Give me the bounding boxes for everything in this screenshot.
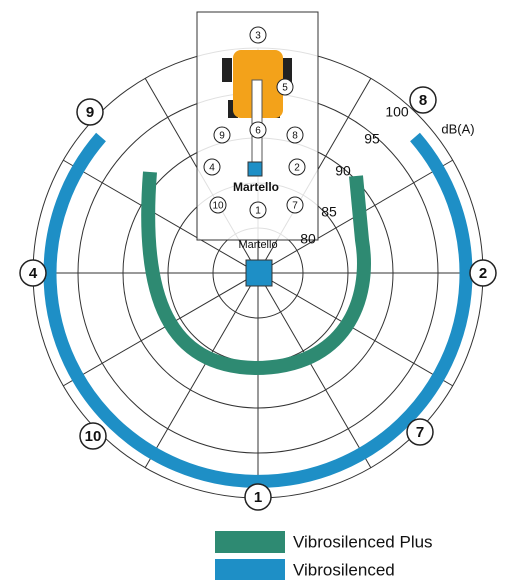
position-label: 1 [254, 489, 262, 506]
legend-swatch [215, 531, 285, 553]
inset-position-label: 3 [255, 31, 261, 42]
inset-position-label: 9 [219, 131, 225, 142]
position-label: 4 [29, 265, 38, 282]
ring-label: 95 [364, 131, 380, 147]
inset-position-label: 1 [255, 206, 261, 217]
inset-position-marker [213, 126, 231, 144]
inset-position-marker [209, 196, 227, 214]
ring-label: 80 [300, 231, 316, 247]
ring-label: 85 [321, 204, 337, 220]
position-marker [406, 418, 434, 446]
position-label: 7 [416, 424, 424, 441]
legend-label: Vibrosilenced [293, 560, 395, 579]
inset-position-label: 10 [212, 201, 224, 212]
position-marker [76, 98, 104, 126]
position-label: 10 [85, 428, 102, 445]
unit-label: dB(A) [441, 121, 474, 136]
position-marker [79, 422, 107, 450]
inset-position-marker [286, 126, 304, 144]
inset-position-label: 6 [255, 126, 261, 137]
vibrosilenced-plus-curve [141, 171, 371, 376]
center-hammer [245, 259, 273, 287]
position-label: 8 [419, 92, 427, 109]
inset-position-label: 7 [292, 201, 298, 212]
inset-position-label: 8 [292, 131, 298, 142]
inset-position-marker [276, 78, 294, 96]
position-marker [244, 483, 272, 511]
inset-position-label: 5 [282, 83, 288, 94]
labels: 9 8 4 2 10 7 1 3 5 6 9 8 4 2 10 1 7 80 85 90 95 100 [19, 26, 497, 511]
position-label: 9 [86, 104, 94, 121]
inset-position-marker [249, 201, 267, 219]
position-label: 2 [479, 265, 487, 282]
inset-position-marker [203, 158, 221, 176]
position-marker [409, 86, 437, 114]
inset-position-marker [249, 121, 267, 139]
inset-position-marker [286, 196, 304, 214]
inset-position-label: 2 [294, 163, 300, 174]
inset-position-marker [288, 158, 306, 176]
center-label: Martello [238, 239, 277, 251]
legend-swatch [215, 559, 285, 580]
ring-label: 100 [385, 104, 409, 120]
legend-label: Vibrosilenced Plus [293, 532, 433, 551]
position-marker [469, 259, 497, 287]
ring-label: 90 [335, 163, 351, 179]
vibrosilenced-curve [43, 132, 473, 488]
position-marker [19, 259, 47, 287]
inset-position-marker [249, 26, 267, 44]
inset-label: Martello [233, 180, 279, 194]
inset-position-label: 4 [209, 163, 215, 174]
